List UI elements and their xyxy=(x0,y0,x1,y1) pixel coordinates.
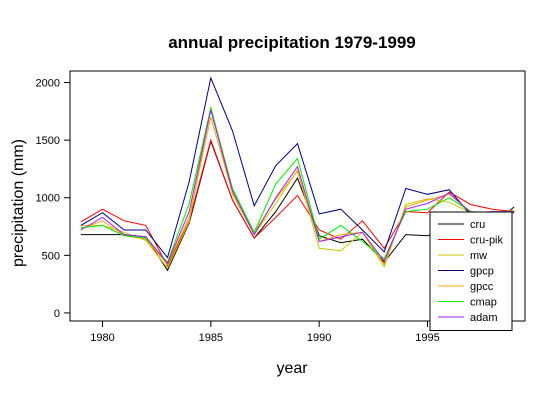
series-line-gpcp xyxy=(80,76,515,259)
x-axis-label: year xyxy=(276,360,308,377)
x-tick-label: 1985 xyxy=(199,332,223,344)
y-tick-label: 0 xyxy=(54,308,60,320)
legend-label-cru-pik: cru-pik xyxy=(470,235,504,247)
legend-label-mw: mw xyxy=(470,250,487,262)
series-line-adam xyxy=(80,110,515,265)
y-tick-label: 2000 xyxy=(36,78,60,90)
chart-title: annual precipitation 1979-1999 xyxy=(168,33,416,52)
x-tick-label: 1995 xyxy=(415,332,439,344)
legend-label-cmap: cmap xyxy=(470,297,497,309)
y-tick-label: 500 xyxy=(42,250,60,262)
x-tick-label: 1990 xyxy=(307,332,331,344)
legend: cru cru-pik mw gpcp gpcc cmap adam xyxy=(429,211,513,331)
y-tick-label: 1000 xyxy=(36,193,60,205)
legend-label-gpcc: gpcc xyxy=(470,281,494,293)
x-tick-label: 1980 xyxy=(90,332,114,344)
y-tick-label: 1500 xyxy=(36,135,60,147)
legend-label-cru: cru xyxy=(470,219,485,231)
legend-label-gpcp: gpcp xyxy=(470,266,494,278)
y-axis-label: precipitation (mm) xyxy=(10,139,27,267)
axes-layer: 1980 1985 1990 1995 0 500 1000 1500 2000 xyxy=(36,70,526,344)
legend-box xyxy=(429,211,513,331)
legend-label-adam: adam xyxy=(470,312,498,324)
plot-border xyxy=(69,70,526,322)
series-layer xyxy=(80,76,515,272)
